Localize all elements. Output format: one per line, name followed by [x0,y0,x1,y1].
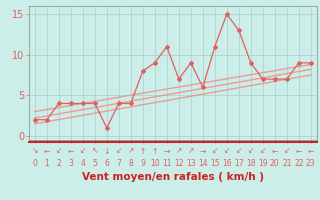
Text: 15: 15 [210,158,220,167]
Text: 16: 16 [222,158,232,167]
Text: ↙: ↙ [116,146,122,156]
Text: 20: 20 [270,158,280,167]
Text: 22: 22 [294,158,304,167]
Text: 18: 18 [246,158,256,167]
Text: ↙: ↙ [260,146,266,156]
Text: ↗: ↗ [128,146,134,156]
Text: ↘: ↘ [32,146,38,156]
Text: 10: 10 [150,158,160,167]
Text: ←: ← [296,146,302,156]
Text: 3: 3 [68,158,73,167]
Text: ↑: ↑ [140,146,146,156]
Text: ↓: ↓ [104,146,110,156]
Text: ↙: ↙ [248,146,254,156]
Text: ↙: ↙ [56,146,62,156]
Text: ↑: ↑ [152,146,158,156]
Text: ←: ← [308,146,314,156]
Text: 19: 19 [258,158,268,167]
Text: 1: 1 [44,158,49,167]
Text: ↙: ↙ [224,146,230,156]
Text: ←: ← [272,146,278,156]
Text: 11: 11 [162,158,172,167]
Text: →: → [200,146,206,156]
Text: 7: 7 [116,158,121,167]
Text: ↗: ↗ [176,146,182,156]
Text: 17: 17 [234,158,244,167]
Text: 14: 14 [198,158,208,167]
Text: Vent moyen/en rafales ( km/h ): Vent moyen/en rafales ( km/h ) [82,172,264,182]
Text: 21: 21 [282,158,292,167]
Text: 23: 23 [306,158,316,167]
Text: 9: 9 [140,158,145,167]
Text: ↗: ↗ [188,146,194,156]
Text: 0: 0 [32,158,37,167]
Text: ↙: ↙ [80,146,86,156]
Text: ↙: ↙ [212,146,218,156]
Text: ↖: ↖ [92,146,98,156]
Text: 2: 2 [56,158,61,167]
Text: ←: ← [68,146,74,156]
Text: 13: 13 [186,158,196,167]
Text: ↙: ↙ [236,146,242,156]
Text: 5: 5 [92,158,97,167]
Text: 8: 8 [128,158,133,167]
Text: →: → [164,146,170,156]
Text: ←: ← [44,146,50,156]
Text: ↙: ↙ [284,146,290,156]
Text: 12: 12 [174,158,184,167]
Text: 4: 4 [80,158,85,167]
Text: 6: 6 [104,158,109,167]
